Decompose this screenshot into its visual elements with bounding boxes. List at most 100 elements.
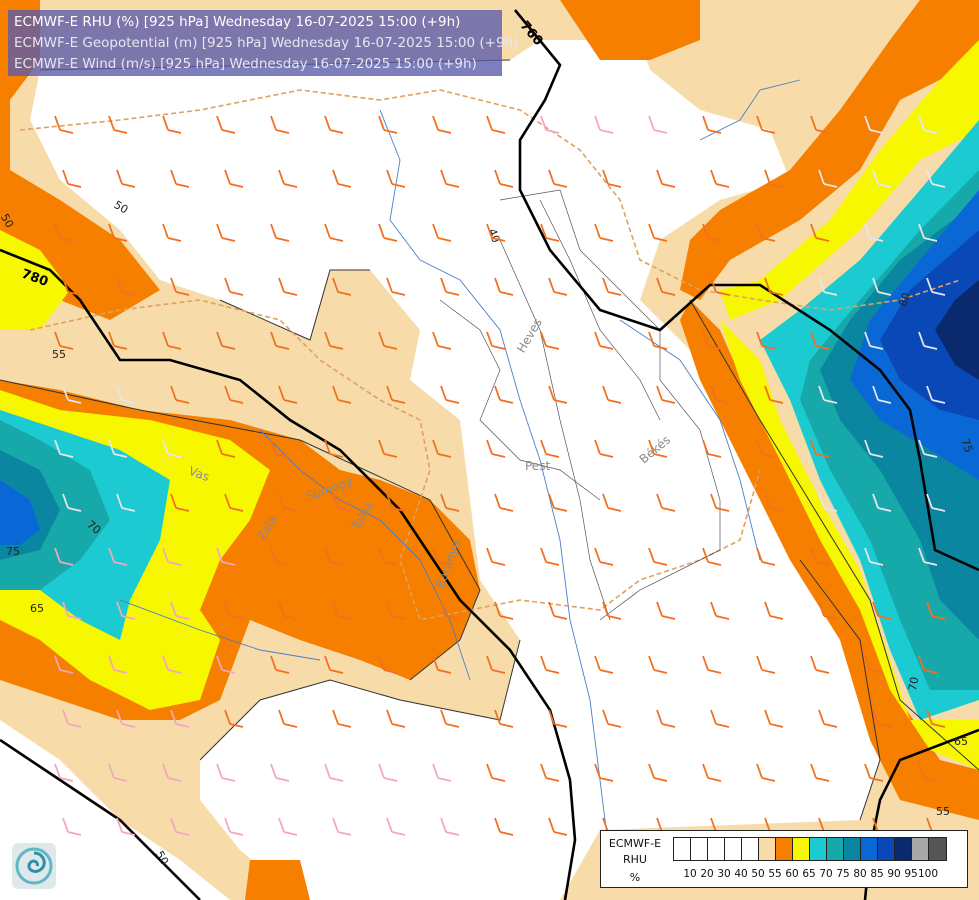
rhu-region-low xyxy=(30,40,880,900)
wind-barb-icon xyxy=(170,709,190,728)
wind-barb-icon xyxy=(594,115,614,134)
rhu-label: 65 xyxy=(954,735,968,748)
wind-barb-icon xyxy=(918,547,938,566)
wind-barb-icon xyxy=(332,385,352,404)
wind-barb-icon xyxy=(810,115,830,134)
legend-tick-label: 10 xyxy=(683,868,697,880)
wind-barb-icon xyxy=(386,817,406,836)
wind-barb-icon xyxy=(764,493,784,512)
wind-barb-icon xyxy=(756,331,776,350)
rhu-region-60-e xyxy=(680,300,979,820)
wind-barb-icon xyxy=(872,277,892,296)
wind-barb-icon xyxy=(702,331,722,350)
wind-barb-icon xyxy=(864,331,884,350)
wind-barb-icon xyxy=(494,169,514,188)
wind-barb-icon xyxy=(432,223,452,242)
wind-barb-icon xyxy=(864,223,884,242)
wind-barb-icon xyxy=(378,655,398,674)
rhu-region-low-sw xyxy=(0,720,230,900)
rhu-label: 80 xyxy=(896,291,913,309)
wind-barb-icon xyxy=(440,169,460,188)
rhu-label: 65 xyxy=(30,602,44,615)
wind-barb-icon xyxy=(926,493,946,512)
wind-barb-icon xyxy=(810,331,830,350)
wind-barb-icon xyxy=(62,709,82,728)
wind-barb-icon xyxy=(386,385,406,404)
wind-barb-icon xyxy=(810,763,830,782)
wind-barb-icon xyxy=(872,709,892,728)
wind-barb-icon xyxy=(270,115,290,134)
wind-barb-icon xyxy=(864,655,884,674)
wind-barb-icon xyxy=(116,277,136,296)
legend-tick-label: 55 xyxy=(768,868,782,880)
wind-barb-icon xyxy=(386,169,406,188)
wind-barb-icon xyxy=(864,439,884,458)
wind-barb-icon xyxy=(54,115,74,134)
wind-barb-icon xyxy=(540,547,560,566)
legend-tick-label: 75 xyxy=(836,868,850,880)
wind-barb-icon xyxy=(818,169,838,188)
wind-barb-icon xyxy=(602,601,622,620)
wind-barb-icon xyxy=(710,169,730,188)
wind-barb-icon xyxy=(332,169,352,188)
wind-barb-icon xyxy=(116,817,136,836)
wind-barb-icon xyxy=(324,331,344,350)
wind-barb-icon xyxy=(486,115,506,134)
wind-barb-icon xyxy=(116,601,136,620)
wind-barb-icon xyxy=(324,547,344,566)
wind-barb-icon xyxy=(386,493,406,512)
wind-barb-icon xyxy=(818,493,838,512)
wind-barb-icon xyxy=(702,655,722,674)
wind-barb-icon xyxy=(540,223,560,242)
legend-swatch xyxy=(691,838,708,860)
wind-barb-icon xyxy=(116,493,136,512)
legend-swatch xyxy=(742,838,759,860)
wind-barb-icon xyxy=(278,817,298,836)
wind-barb-icon xyxy=(594,223,614,242)
wind-barb-icon xyxy=(602,169,622,188)
legend-swatch xyxy=(878,838,895,860)
wind-barb-icon xyxy=(918,439,938,458)
wind-barb-icon xyxy=(710,601,730,620)
wind-barb-icon xyxy=(810,547,830,566)
legend-tick-label: 90 xyxy=(887,868,901,880)
wind-barb-icon xyxy=(494,493,514,512)
wind-barb-icon xyxy=(756,439,776,458)
wind-barb-icon xyxy=(594,547,614,566)
wind-barb-icon xyxy=(54,331,74,350)
wind-barb-icon xyxy=(864,763,884,782)
wind-barb-icon xyxy=(440,277,460,296)
wind-barb-icon xyxy=(378,331,398,350)
wind-barb-icon xyxy=(656,385,676,404)
rhu-label: 75 xyxy=(958,437,975,455)
wind-barb-icon xyxy=(486,439,506,458)
wind-barb-icon xyxy=(594,331,614,350)
wind-barb-icon xyxy=(332,601,352,620)
wind-barb-icon xyxy=(432,655,452,674)
wind-barb-icon xyxy=(108,115,128,134)
legend-tick-label: 20 xyxy=(700,868,714,880)
wind-barb-icon xyxy=(602,493,622,512)
wind-barb-icon xyxy=(486,763,506,782)
wind-barb-icon xyxy=(764,601,784,620)
wind-barb-icon xyxy=(162,547,182,566)
wind-barb-icon xyxy=(116,169,136,188)
wind-barb-icon xyxy=(108,223,128,242)
wind-barb-icon xyxy=(548,169,568,188)
wind-barb-icon xyxy=(324,655,344,674)
omsz-swirl-logo-icon xyxy=(12,843,56,889)
rhu-region-65-e xyxy=(720,320,979,770)
wind-barb-icon xyxy=(54,439,74,458)
legend-swatch xyxy=(912,838,929,860)
wind-barb-icon xyxy=(162,331,182,350)
wind-barb-icon xyxy=(224,277,244,296)
wind-barb-icon xyxy=(224,385,244,404)
wind-barb-icon xyxy=(62,493,82,512)
wind-barb-icon xyxy=(540,331,560,350)
county-borders xyxy=(439,189,721,621)
wind-barb-icon xyxy=(548,493,568,512)
country-border xyxy=(19,89,961,621)
wind-barb-icon xyxy=(270,655,290,674)
legend-unit: % xyxy=(629,871,641,884)
legend-tick-label: 50 xyxy=(751,868,765,880)
